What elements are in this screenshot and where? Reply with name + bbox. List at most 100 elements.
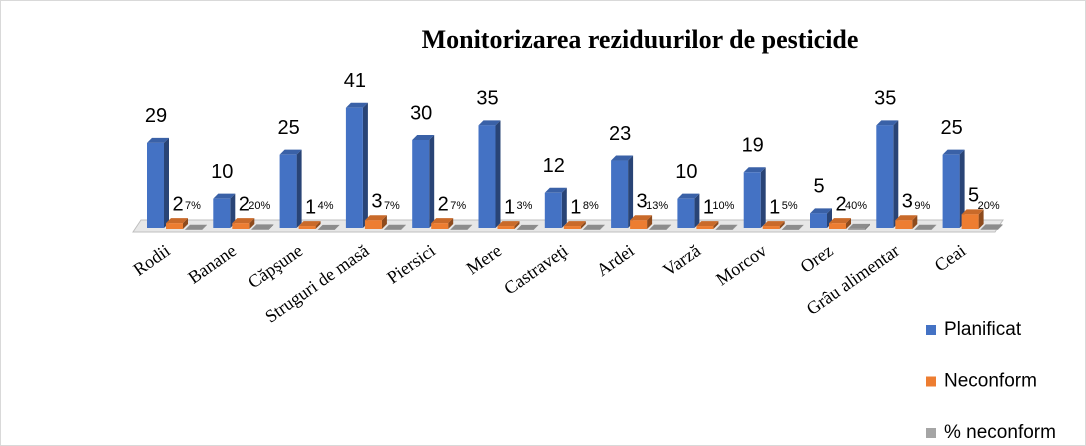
data-label: 3 (371, 190, 382, 212)
bar-top (166, 218, 188, 224)
data-label: 2 (835, 193, 846, 215)
bar-side (268, 224, 274, 230)
bar (649, 224, 672, 230)
data-label: 13% (646, 200, 668, 212)
legend-label: % neconform (944, 422, 1056, 443)
bar-top (895, 215, 918, 221)
bar-top (544, 187, 567, 193)
bar (630, 215, 653, 229)
bar-top (715, 224, 738, 230)
bar-side (713, 221, 719, 229)
bar-side (798, 224, 804, 230)
legend-swatch (926, 428, 936, 438)
data-label: 2 (239, 193, 250, 215)
bar-top (696, 221, 719, 227)
bar-side (495, 120, 501, 228)
bar-front (251, 229, 269, 230)
bar-side (865, 223, 870, 230)
bar-front (478, 125, 496, 228)
bar-top (383, 224, 406, 230)
bar-front (544, 192, 562, 228)
bar-front (961, 214, 979, 229)
data-label: 30 (410, 102, 432, 124)
bar-front (166, 223, 183, 229)
data-label: 29 (145, 105, 167, 127)
bar (298, 221, 321, 229)
bar (961, 209, 984, 229)
bar-side (760, 167, 766, 228)
data-label: 41 (344, 70, 366, 92)
bar (383, 224, 406, 230)
bar-top (649, 224, 672, 230)
bar (497, 221, 520, 229)
bar (876, 120, 899, 228)
bar (781, 224, 804, 230)
bar-front (279, 154, 297, 228)
bar-side (514, 221, 520, 229)
bar-side (647, 215, 653, 229)
bar-side (732, 224, 738, 230)
bar-front (762, 226, 780, 229)
bar-front (895, 220, 913, 229)
bar (914, 224, 937, 230)
bar-front (630, 220, 648, 229)
bar-top (677, 193, 700, 199)
bar (213, 193, 236, 228)
legend-swatch (926, 376, 936, 387)
bar (563, 221, 586, 229)
bar-side (846, 218, 851, 229)
bar-side (400, 224, 406, 230)
chart-title: Monitorizarea reziduurilor de pesticide (422, 25, 859, 54)
bar-top (185, 224, 207, 230)
bar-side (202, 224, 207, 230)
bar (147, 137, 169, 228)
data-label: 5 (813, 176, 824, 198)
bar-side (448, 218, 454, 229)
data-label: 1 (703, 196, 714, 218)
bar-side (533, 224, 539, 230)
data-label: 9% (914, 200, 930, 212)
bar-top (563, 221, 586, 227)
bar-side (429, 135, 435, 228)
bar-top (876, 120, 899, 126)
data-label: 1 (570, 196, 581, 218)
bar-top (213, 193, 236, 199)
legend-label: Neconform (944, 371, 1037, 392)
bar-top (298, 221, 321, 227)
bar-side (561, 187, 567, 228)
bar (185, 224, 207, 230)
data-label: 10% (712, 200, 734, 212)
data-label: 3 (902, 190, 913, 212)
bar (544, 187, 567, 228)
bar (762, 221, 785, 229)
bar (829, 218, 851, 229)
data-label: 1 (504, 196, 515, 218)
bar-top (611, 155, 634, 161)
bar-side (467, 224, 473, 230)
bar-side (249, 218, 255, 229)
bar-top (279, 149, 302, 155)
data-label: 3 (637, 190, 648, 212)
bar (942, 149, 965, 228)
bar-side (893, 120, 899, 228)
bar-side (230, 193, 236, 228)
bar-side (164, 137, 169, 228)
bar-side (959, 149, 965, 228)
bar-side (912, 215, 918, 229)
bar-top (961, 209, 984, 215)
data-label: 8% (583, 200, 599, 212)
bar-side (381, 215, 387, 229)
bar (431, 218, 454, 229)
bar (582, 224, 605, 230)
bar-top (317, 224, 340, 230)
bar-side (931, 224, 937, 230)
legend-swatch (926, 325, 936, 335)
data-label: 19 (742, 135, 764, 157)
bar-front (213, 198, 231, 228)
bar-top (914, 224, 937, 230)
bar-top (848, 223, 870, 229)
bar-front (677, 198, 695, 228)
bar-front (364, 220, 382, 229)
bar (677, 193, 700, 228)
